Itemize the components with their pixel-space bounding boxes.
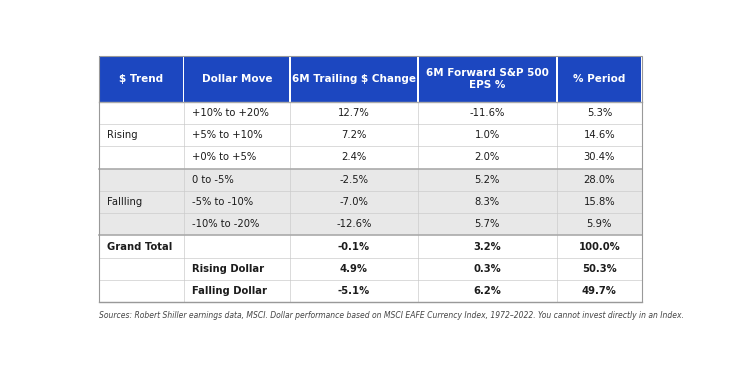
- Text: 6M Trailing $ Change: 6M Trailing $ Change: [292, 74, 416, 84]
- Bar: [291, 55, 417, 102]
- Text: 3.2%: 3.2%: [473, 241, 501, 251]
- Text: 5.7%: 5.7%: [475, 219, 500, 229]
- Text: -5% to -10%: -5% to -10%: [191, 197, 253, 207]
- Text: -12.6%: -12.6%: [336, 219, 372, 229]
- Text: 1.0%: 1.0%: [475, 130, 500, 140]
- Text: +0% to +5%: +0% to +5%: [191, 152, 256, 163]
- Text: -7.0%: -7.0%: [339, 197, 368, 207]
- Bar: [185, 55, 289, 102]
- Text: 5.2%: 5.2%: [475, 175, 500, 185]
- Text: 0.3%: 0.3%: [473, 264, 501, 274]
- Text: -11.6%: -11.6%: [470, 108, 505, 118]
- Text: 100.0%: 100.0%: [579, 241, 620, 251]
- Text: -2.5%: -2.5%: [339, 175, 368, 185]
- Text: 2.0%: 2.0%: [475, 152, 500, 163]
- Bar: [99, 55, 183, 102]
- Bar: [99, 191, 642, 213]
- Text: -0.1%: -0.1%: [338, 241, 370, 251]
- Text: 5.3%: 5.3%: [587, 108, 612, 118]
- Text: 15.8%: 15.8%: [583, 197, 615, 207]
- Bar: [99, 213, 642, 236]
- Text: 30.4%: 30.4%: [584, 152, 615, 163]
- Bar: [99, 169, 642, 191]
- Text: 6M Forward S&P 500
EPS %: 6M Forward S&P 500 EPS %: [426, 68, 548, 90]
- Bar: [558, 55, 641, 102]
- Text: 5.9%: 5.9%: [587, 219, 612, 229]
- Text: +10% to +20%: +10% to +20%: [191, 108, 269, 118]
- Text: Fallling: Fallling: [107, 197, 142, 207]
- Bar: [418, 55, 556, 102]
- Text: Dollar Move: Dollar Move: [202, 74, 272, 84]
- Text: 0 to -5%: 0 to -5%: [191, 175, 234, 185]
- Text: 12.7%: 12.7%: [338, 108, 370, 118]
- Text: 49.7%: 49.7%: [582, 286, 617, 296]
- Bar: [99, 258, 642, 280]
- Text: $ Trend: $ Trend: [119, 74, 163, 84]
- Text: +5% to +10%: +5% to +10%: [191, 130, 262, 140]
- Text: Sources: Robert Shiller earnings data, MSCI. Dollar performance based on MSCI EA: Sources: Robert Shiller earnings data, M…: [99, 311, 683, 320]
- Bar: [99, 280, 642, 302]
- Text: Falling Dollar: Falling Dollar: [191, 286, 266, 296]
- Text: 4.9%: 4.9%: [340, 264, 368, 274]
- Text: 2.4%: 2.4%: [341, 152, 367, 163]
- Text: 28.0%: 28.0%: [584, 175, 615, 185]
- Bar: [99, 102, 642, 124]
- Text: % Period: % Period: [573, 74, 626, 84]
- Text: 8.3%: 8.3%: [475, 197, 500, 207]
- Text: Rising: Rising: [107, 130, 137, 140]
- Text: 14.6%: 14.6%: [583, 130, 615, 140]
- Text: -10% to -20%: -10% to -20%: [191, 219, 259, 229]
- Text: Rising Dollar: Rising Dollar: [191, 264, 264, 274]
- Text: -5.1%: -5.1%: [338, 286, 370, 296]
- Bar: [99, 55, 642, 302]
- Text: 7.2%: 7.2%: [341, 130, 367, 140]
- Bar: [99, 124, 642, 146]
- Text: 50.3%: 50.3%: [582, 264, 617, 274]
- Text: Grand Total: Grand Total: [107, 241, 172, 251]
- Bar: [99, 236, 642, 258]
- Bar: [99, 146, 642, 169]
- Text: 6.2%: 6.2%: [473, 286, 501, 296]
